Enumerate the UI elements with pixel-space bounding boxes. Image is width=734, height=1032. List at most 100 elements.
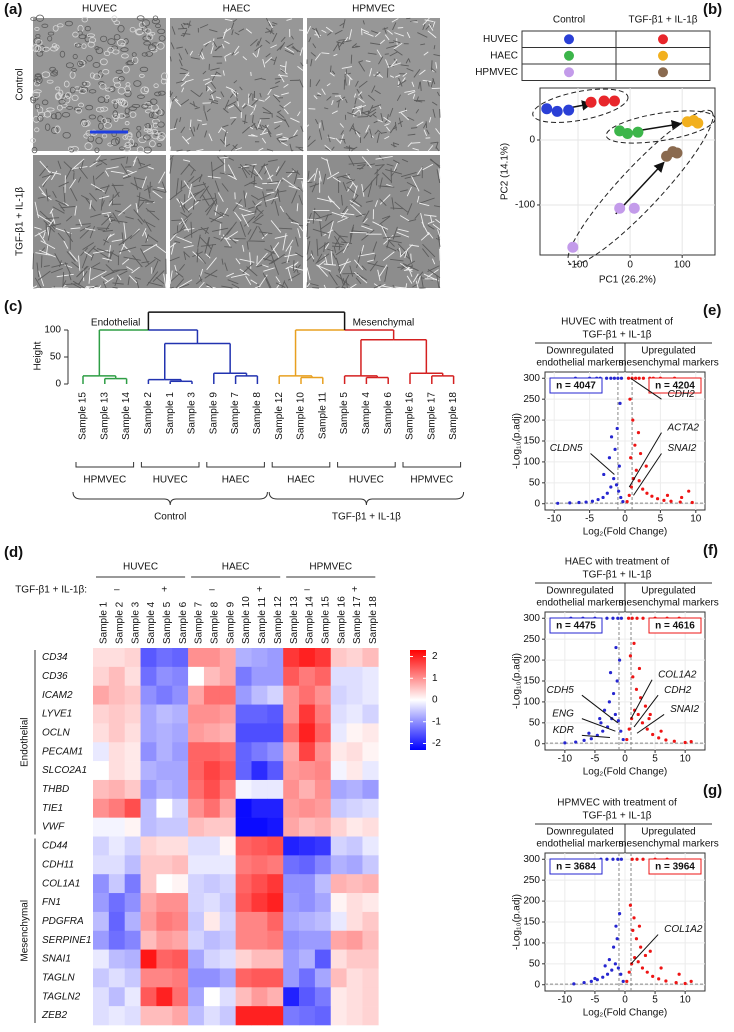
cell xyxy=(404,174,421,179)
cell xyxy=(34,26,40,31)
heat-cell xyxy=(93,949,110,969)
heat-cell xyxy=(283,893,300,913)
cell xyxy=(344,75,347,86)
cell xyxy=(199,185,209,199)
cell xyxy=(363,218,368,224)
cell xyxy=(329,65,332,73)
point xyxy=(607,456,612,460)
leaf-label: Sample 10 xyxy=(296,392,307,440)
y-tick-label: 50 xyxy=(529,477,541,488)
heat-cell xyxy=(93,874,110,894)
colorbar-label: 2 xyxy=(432,651,438,662)
cell xyxy=(296,203,299,212)
heat-cell xyxy=(93,836,110,856)
cell xyxy=(79,229,90,239)
cell xyxy=(180,212,188,218)
cell xyxy=(186,149,191,152)
cell xyxy=(227,164,237,180)
cell xyxy=(225,86,234,91)
heat-cell xyxy=(188,911,205,932)
cell xyxy=(169,256,180,262)
cell xyxy=(226,272,235,277)
heat-cell xyxy=(346,779,363,800)
cell xyxy=(101,133,108,139)
cell xyxy=(211,94,215,101)
cell xyxy=(98,122,104,130)
cell xyxy=(58,181,69,188)
y-axis-label: Height xyxy=(33,341,44,370)
cell xyxy=(242,263,254,274)
cell xyxy=(337,217,349,223)
heat-cell xyxy=(235,1006,252,1026)
cell xyxy=(279,227,293,230)
point xyxy=(634,376,638,380)
cell xyxy=(221,124,229,128)
cell xyxy=(183,251,187,261)
cell xyxy=(248,170,258,177)
group-label: HPMVEC xyxy=(410,475,453,486)
cell xyxy=(36,262,40,277)
heat-cell xyxy=(362,704,379,724)
cell xyxy=(284,49,295,55)
heat-cell xyxy=(283,798,300,818)
cell xyxy=(307,139,316,148)
cell xyxy=(340,175,353,181)
heat-cell xyxy=(267,949,284,969)
cell xyxy=(417,271,424,279)
point xyxy=(613,712,617,717)
cell xyxy=(337,268,344,285)
heat-cell xyxy=(235,874,252,894)
cell xyxy=(369,128,373,139)
cell xyxy=(279,205,285,213)
cell xyxy=(107,46,114,54)
cell xyxy=(51,263,68,268)
cell xyxy=(254,44,263,52)
legend-marker xyxy=(564,67,574,78)
cell xyxy=(169,273,180,283)
heat-cell xyxy=(330,836,347,856)
annotation: CDH2 xyxy=(667,389,695,400)
cell xyxy=(427,80,430,87)
cell xyxy=(363,31,374,37)
cell xyxy=(394,32,405,37)
cell xyxy=(177,279,193,289)
heat-cell xyxy=(251,779,268,800)
cell xyxy=(400,260,416,270)
cell xyxy=(136,195,150,202)
heat-cell xyxy=(156,666,173,686)
row-label: COL1A1 xyxy=(42,878,80,889)
annotation: CDH2 xyxy=(664,685,692,696)
row-label: THBD xyxy=(42,784,69,795)
heat-cell xyxy=(314,761,332,781)
cell xyxy=(146,33,154,41)
cell xyxy=(361,265,367,271)
cell xyxy=(50,268,63,274)
cell xyxy=(274,77,282,80)
cell xyxy=(336,274,350,286)
cell xyxy=(380,113,384,122)
cell xyxy=(242,56,248,61)
point xyxy=(632,126,644,138)
heat-cell xyxy=(283,723,300,743)
panel-label: (c) xyxy=(4,298,22,315)
cell xyxy=(189,102,198,108)
cell xyxy=(88,37,97,44)
heat-cell xyxy=(188,761,205,781)
heat-cell xyxy=(172,911,189,932)
cell xyxy=(49,208,54,214)
cell xyxy=(157,186,165,190)
y-tick-label: 50 xyxy=(50,352,62,363)
cell xyxy=(104,170,110,177)
cell xyxy=(297,186,304,192)
cell xyxy=(276,138,282,144)
cell xyxy=(204,198,218,213)
heat-cell xyxy=(346,666,363,686)
heat-cell xyxy=(283,742,300,762)
point xyxy=(657,977,661,981)
cell xyxy=(224,262,228,272)
point xyxy=(611,691,616,696)
cell xyxy=(188,20,191,28)
x-axis-label: Log₂(Fold Change) xyxy=(583,527,668,538)
cell xyxy=(405,58,410,64)
cell xyxy=(325,26,333,33)
